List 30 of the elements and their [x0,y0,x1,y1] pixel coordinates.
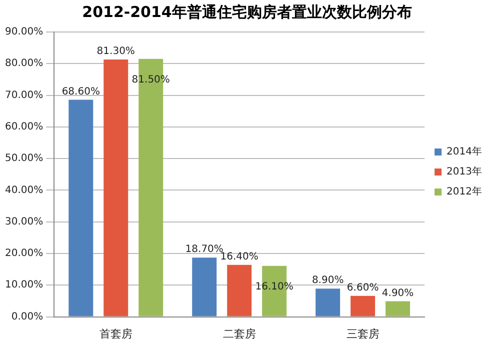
y-tick-label: 60.00% [4,122,44,133]
data-label: 81.30% [96,46,135,58]
bar [350,296,376,316]
x-tick-label: 二套房 [222,327,256,340]
y-tick-label: 40.00% [4,184,44,196]
x-tick-label: 三套房 [346,327,380,340]
data-label: 68.60% [62,86,100,98]
legend-label: 2013年 [446,166,482,178]
bar [192,258,217,316]
data-label: 8.90% [312,275,344,286]
bar [316,288,340,316]
data-label: 16.40% [220,251,258,262]
bar [386,301,410,316]
y-tick-label: 80.00% [4,58,44,70]
y-tick-label: 0.00% [11,311,44,322]
y-tick-label: 50.00% [4,153,44,164]
chart-title: 2012-2014年普通住宅购房者置业次数比例分布 [82,2,412,21]
legend-label: 2014年 [446,146,482,158]
y-tick-label: 90.00% [4,26,44,38]
y-tick-label: 10.00% [4,280,44,291]
bar [68,100,94,316]
bar [104,60,128,316]
y-tick-label: 30.00% [4,216,44,228]
y-tick-label: 20.00% [4,248,44,260]
legend-label: 2012年 [446,186,482,198]
data-label: 6.60% [346,282,379,294]
x-tick-label: 首套房 [99,327,132,340]
y-tick-label: 70.00% [4,90,44,101]
data-label: 4.90% [382,288,414,299]
bar [227,264,252,316]
